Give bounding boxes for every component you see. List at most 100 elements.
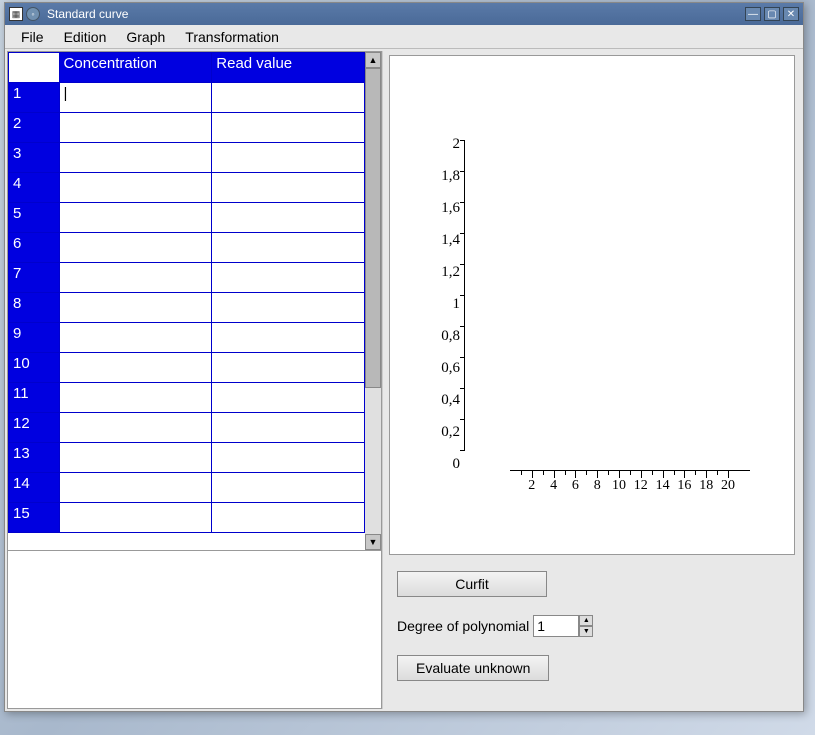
cell-readvalue[interactable] bbox=[212, 263, 365, 293]
row-header[interactable]: 13 bbox=[9, 443, 60, 473]
menu-file[interactable]: File bbox=[11, 27, 54, 47]
cell-concentration[interactable] bbox=[59, 353, 212, 383]
table-row: 4 bbox=[9, 173, 365, 203]
cell-concentration[interactable] bbox=[59, 203, 212, 233]
row-header[interactable]: 11 bbox=[9, 383, 60, 413]
row-header[interactable]: 12 bbox=[9, 413, 60, 443]
x-axis-ticks bbox=[510, 470, 750, 478]
left-panel: Concentration Read value 1|2345678910111… bbox=[7, 51, 383, 709]
app-window: ▦ ◦ Standard curve — ▢ ✕ File Edition Gr… bbox=[4, 2, 804, 712]
row-header[interactable]: 9 bbox=[9, 323, 60, 353]
cell-readvalue[interactable] bbox=[212, 293, 365, 323]
degree-spinner[interactable]: ▲ ▼ bbox=[533, 615, 593, 637]
row-header[interactable]: 14 bbox=[9, 473, 60, 503]
row-header[interactable]: 7 bbox=[9, 263, 60, 293]
cell-concentration[interactable] bbox=[59, 263, 212, 293]
menu-transformation[interactable]: Transformation bbox=[175, 27, 289, 47]
cell-readvalue[interactable] bbox=[212, 443, 365, 473]
row-header[interactable]: 10 bbox=[9, 353, 60, 383]
window-title: Standard curve bbox=[47, 7, 745, 21]
cell-concentration[interactable]: | bbox=[59, 83, 212, 113]
cell-concentration[interactable] bbox=[59, 503, 212, 533]
scroll-down-button[interactable]: ▼ bbox=[365, 534, 381, 550]
cell-readvalue[interactable] bbox=[212, 383, 365, 413]
y-tick-label: 1,2 bbox=[420, 264, 460, 296]
maximize-button[interactable]: ▢ bbox=[764, 7, 780, 21]
curfit-button[interactable]: Curfit bbox=[397, 571, 547, 597]
x-tick-label: 6 bbox=[572, 478, 579, 494]
cell-concentration[interactable] bbox=[59, 443, 212, 473]
table-row: 9 bbox=[9, 323, 365, 353]
y-tick-label: 0,2 bbox=[420, 424, 460, 456]
menu-edition[interactable]: Edition bbox=[54, 27, 117, 47]
table-row: 8 bbox=[9, 293, 365, 323]
right-panel: 21,81,61,41,210,80,60,40,20 246810121416… bbox=[383, 51, 801, 709]
y-tick-label: 0,6 bbox=[420, 360, 460, 392]
scroll-track[interactable] bbox=[365, 68, 381, 534]
table-row: 11 bbox=[9, 383, 365, 413]
output-area bbox=[7, 551, 382, 709]
row-header[interactable]: 1 bbox=[9, 83, 60, 113]
degree-up-button[interactable]: ▲ bbox=[579, 615, 593, 626]
cell-concentration[interactable] bbox=[59, 173, 212, 203]
table-row: 12 bbox=[9, 413, 365, 443]
cell-concentration[interactable] bbox=[59, 383, 212, 413]
scroll-up-button[interactable]: ▲ bbox=[365, 52, 381, 68]
cell-concentration[interactable] bbox=[59, 323, 212, 353]
row-header[interactable]: 15 bbox=[9, 503, 60, 533]
table-row: 1| bbox=[9, 83, 365, 113]
cell-readvalue[interactable] bbox=[212, 113, 365, 143]
menu-graph[interactable]: Graph bbox=[116, 27, 175, 47]
close-button[interactable]: ✕ bbox=[783, 7, 799, 21]
controls-panel: Curfit Degree of polynomial ▲ ▼ Evaluate… bbox=[389, 555, 795, 697]
row-header[interactable]: 3 bbox=[9, 143, 60, 173]
x-axis-labels: 2468101214161820 bbox=[510, 478, 750, 496]
table-row: 10 bbox=[9, 353, 365, 383]
y-tick-label: 1,8 bbox=[420, 168, 460, 200]
x-tick-label: 16 bbox=[677, 478, 691, 494]
table-row: 13 bbox=[9, 443, 365, 473]
x-axis: 2468101214161820 bbox=[510, 470, 750, 496]
x-tick-label: 14 bbox=[656, 478, 670, 494]
row-header[interactable]: 8 bbox=[9, 293, 60, 323]
row-header[interactable]: 4 bbox=[9, 173, 60, 203]
degree-down-button[interactable]: ▼ bbox=[579, 626, 593, 637]
cell-concentration[interactable] bbox=[59, 143, 212, 173]
y-tick-label: 0 bbox=[420, 456, 460, 488]
cell-concentration[interactable] bbox=[59, 113, 212, 143]
scroll-thumb[interactable] bbox=[365, 68, 381, 388]
cell-readvalue[interactable] bbox=[212, 143, 365, 173]
sticky-icon[interactable]: ◦ bbox=[26, 7, 40, 21]
row-header[interactable]: 2 bbox=[9, 113, 60, 143]
cell-readvalue[interactable] bbox=[212, 233, 365, 263]
cell-readvalue[interactable] bbox=[212, 413, 365, 443]
cell-readvalue[interactable] bbox=[212, 473, 365, 503]
cell-readvalue[interactable] bbox=[212, 173, 365, 203]
table-scrollbar[interactable]: ▲ ▼ bbox=[365, 52, 381, 550]
column-header-readvalue[interactable]: Read value bbox=[212, 53, 365, 83]
cell-concentration[interactable] bbox=[59, 293, 212, 323]
row-header[interactable]: 6 bbox=[9, 233, 60, 263]
table-row: 14 bbox=[9, 473, 365, 503]
cell-readvalue[interactable] bbox=[212, 503, 365, 533]
x-tick-label: 12 bbox=[634, 478, 648, 494]
y-tick-label: 0,8 bbox=[420, 328, 460, 360]
cell-concentration[interactable] bbox=[59, 233, 212, 263]
cell-readvalue[interactable] bbox=[212, 323, 365, 353]
menubar: File Edition Graph Transformation bbox=[5, 25, 803, 49]
cell-readvalue[interactable] bbox=[212, 203, 365, 233]
x-tick-label: 8 bbox=[594, 478, 601, 494]
cell-concentration[interactable] bbox=[59, 413, 212, 443]
row-header[interactable]: 5 bbox=[9, 203, 60, 233]
x-tick-label: 4 bbox=[550, 478, 557, 494]
y-tick-label: 1 bbox=[420, 296, 460, 328]
cell-readvalue[interactable] bbox=[212, 83, 365, 113]
data-table: Concentration Read value 1|2345678910111… bbox=[8, 52, 365, 533]
cell-concentration[interactable] bbox=[59, 473, 212, 503]
minimize-button[interactable]: — bbox=[745, 7, 761, 21]
evaluate-button[interactable]: Evaluate unknown bbox=[397, 655, 549, 681]
column-header-concentration[interactable]: Concentration bbox=[59, 53, 212, 83]
cell-readvalue[interactable] bbox=[212, 353, 365, 383]
degree-input[interactable] bbox=[533, 615, 579, 637]
chart-area: 21,81,61,41,210,80,60,40,20 246810121416… bbox=[389, 55, 795, 555]
